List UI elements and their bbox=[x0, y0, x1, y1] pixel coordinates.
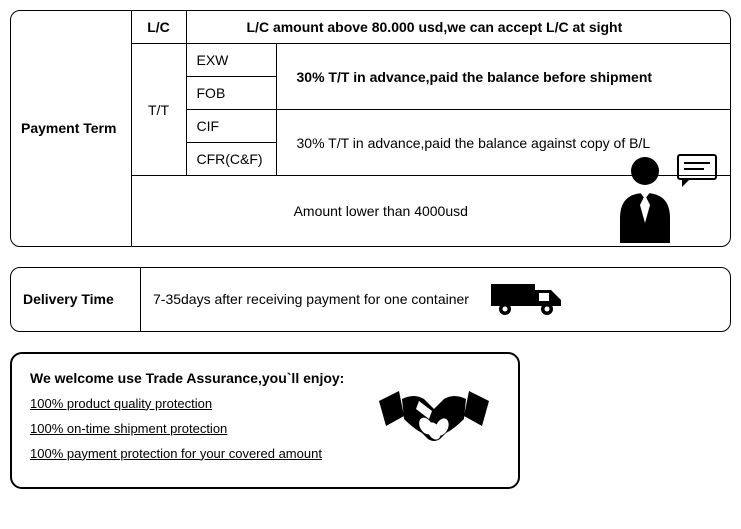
assurance-link-quality[interactable]: 100% product quality protection bbox=[30, 396, 344, 411]
lc-text: L/C amount above 80.000 usd,we can accep… bbox=[186, 11, 730, 44]
trade-assurance-box: We welcome use Trade Assurance,you`ll en… bbox=[10, 352, 520, 489]
cfr-label: CFR(C&F) bbox=[186, 143, 276, 176]
assurance-link-shipment[interactable]: 100% on-time shipment protection bbox=[30, 421, 344, 436]
fob-label: FOB bbox=[186, 77, 276, 110]
lc-label: L/C bbox=[131, 11, 186, 44]
payment-term-table: Payment Term L/C L/C amount above 80.000… bbox=[10, 10, 731, 247]
assurance-title: We welcome use Trade Assurance,you`ll en… bbox=[30, 370, 344, 386]
cif-label: CIF bbox=[186, 110, 276, 143]
tt-text1: 30% T/T in advance,paid the balance befo… bbox=[276, 44, 730, 110]
businessman-icon bbox=[600, 143, 720, 246]
tt-label: T/T bbox=[131, 44, 186, 176]
truck-icon bbox=[489, 278, 569, 321]
exw-label: EXW bbox=[186, 44, 276, 77]
amount-text: Amount lower than 4000usd bbox=[294, 203, 568, 219]
assurance-link-payment[interactable]: 100% payment protection for your covered… bbox=[30, 446, 344, 461]
delivery-text: 7-35days after receiving payment for one… bbox=[153, 291, 469, 307]
payment-term-label: Payment Term bbox=[11, 11, 131, 246]
delivery-label: Delivery Time bbox=[11, 268, 141, 331]
handshake-icon bbox=[374, 371, 494, 469]
delivery-time-box: Delivery Time 7-35days after receiving p… bbox=[10, 267, 731, 332]
